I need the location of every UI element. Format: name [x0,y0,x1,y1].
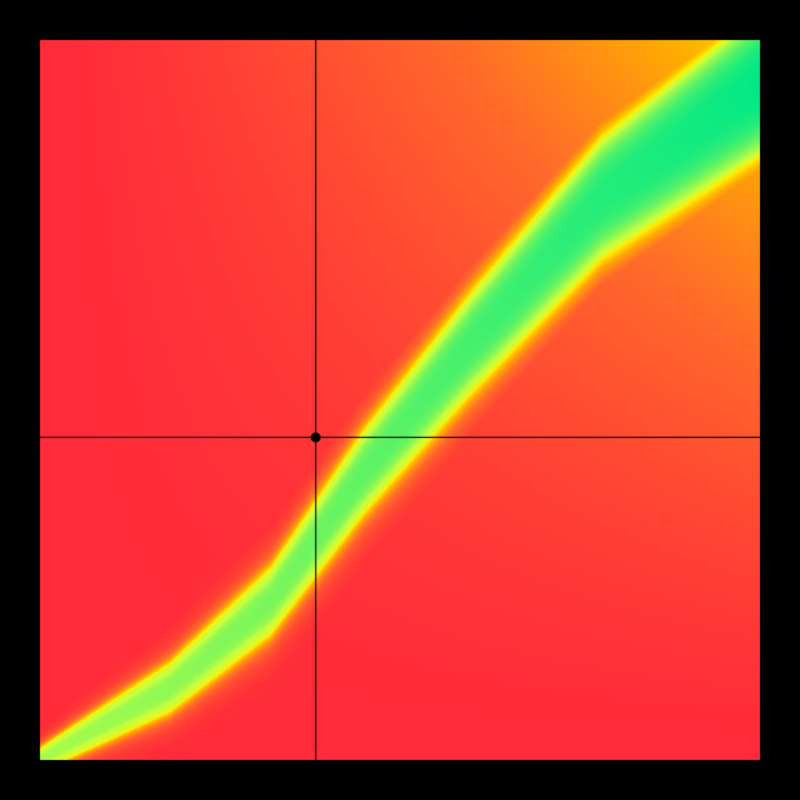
bottleneck-heatmap [0,0,800,800]
chart-container: TheBottleneck.com [0,0,800,800]
